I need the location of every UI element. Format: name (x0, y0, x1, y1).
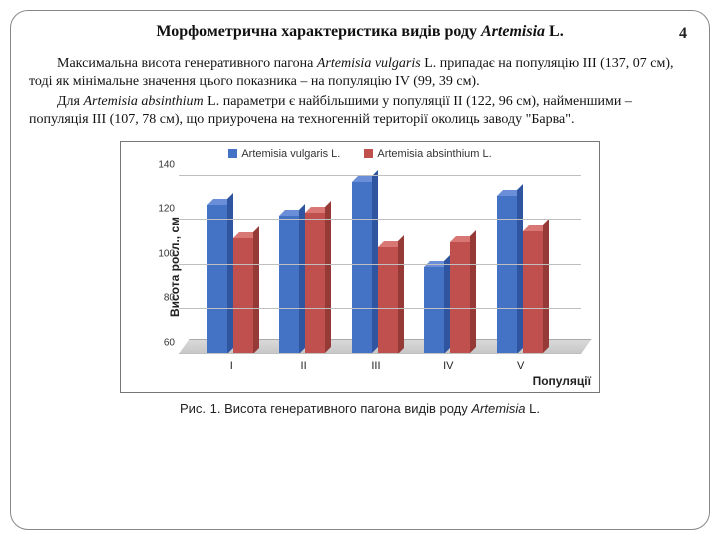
bar-group: V (493, 176, 549, 354)
x-tick: III (348, 360, 404, 372)
bars-layer: IIIIIIIVV (179, 176, 581, 354)
legend-label-1: Artemisia vulgaris L. (241, 148, 340, 160)
chart-caption: Рис. 1. Висота генеративного пагона виді… (120, 401, 600, 416)
x-tick: I (203, 360, 259, 372)
y-tick: 80 (151, 293, 175, 304)
p2-a: Для (57, 94, 83, 109)
legend-swatch-2 (364, 149, 373, 158)
title-species: Artemisia (481, 23, 545, 40)
paragraph-2: Для Artemisia absinthium L. параметри є … (29, 93, 691, 129)
bar-group: IV (420, 176, 476, 354)
paragraph-1: Максимальна висота генеративного пагона … (29, 55, 691, 91)
legend-swatch-1 (228, 149, 237, 158)
x-tick: IV (420, 360, 476, 372)
chart-frame: Artemisia vulgaris L. Artemisia absinthi… (120, 141, 600, 393)
chart-legend: Artemisia vulgaris L. Artemisia absinthi… (121, 142, 599, 162)
gridline (179, 353, 581, 354)
p1-species: Artemisia vulgaris (317, 56, 421, 71)
caption-suffix: L. (526, 401, 540, 416)
page-number: 4 (679, 25, 687, 43)
bar (450, 242, 470, 353)
y-tick: 140 (151, 159, 175, 170)
caption-species: Artemisia (471, 401, 525, 416)
bar (352, 182, 372, 353)
y-tick: 60 (151, 337, 175, 348)
p1-a: Максимальна висота генеративного пагона (57, 56, 317, 71)
gridline (179, 308, 581, 309)
y-tick: 100 (151, 248, 175, 259)
caption-prefix: Рис. 1. Висота генеративного пагона виді… (180, 401, 471, 416)
bar (207, 205, 227, 354)
legend-item-1: Artemisia vulgaris L. (228, 148, 340, 160)
page-title: Морфометрична характеристика видів роду … (29, 23, 691, 41)
bar (523, 231, 543, 353)
bar-group: I (203, 176, 259, 354)
bar-group: III (348, 176, 404, 354)
gridline (179, 264, 581, 265)
x-axis-label: Популяції (533, 374, 591, 388)
title-suffix: L. (545, 23, 564, 40)
bar (305, 213, 325, 353)
gridline (179, 175, 581, 176)
gridline (179, 219, 581, 220)
x-tick: II (275, 360, 331, 372)
page-frame: 4 Морфометрична характеристика видів род… (10, 10, 710, 530)
p2-species: Artemisia absinthium (83, 94, 203, 109)
bar (279, 216, 299, 354)
body-text: Максимальна висота генеративного пагона … (29, 55, 691, 129)
bar-group: II (275, 176, 331, 354)
bar (233, 238, 253, 354)
chart-container: Artemisia vulgaris L. Artemisia absinthi… (120, 141, 600, 416)
title-prefix: Морфометрична характеристика видів роду (156, 23, 481, 40)
y-tick: 120 (151, 204, 175, 215)
bar (424, 267, 444, 354)
x-tick: V (493, 360, 549, 372)
legend-item-2: Artemisia absinthium L. (364, 148, 491, 160)
legend-label-2: Artemisia absinthium L. (377, 148, 491, 160)
plot-area: IIIIIIIVV 6080100120140 (179, 176, 581, 354)
